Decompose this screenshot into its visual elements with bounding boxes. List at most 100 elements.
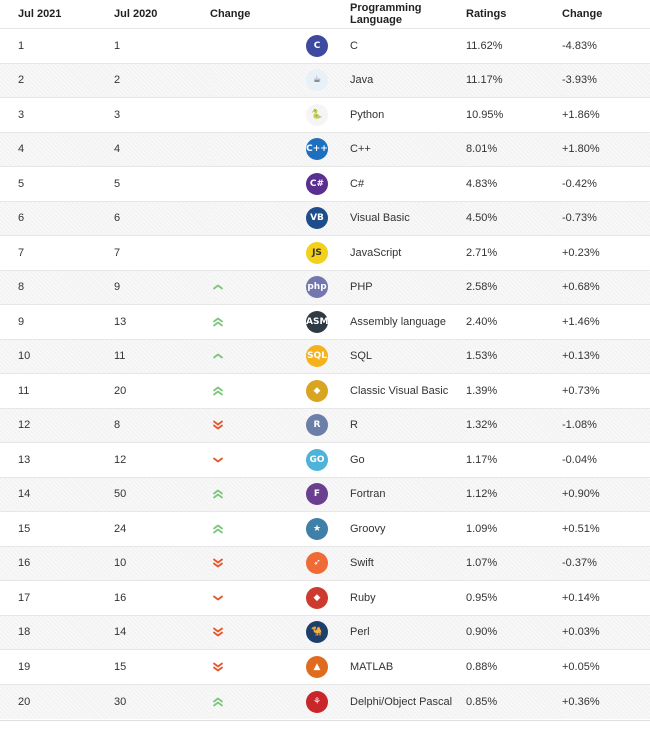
language-name[interactable]: JavaScript: [350, 235, 466, 270]
table-row[interactable]: 1 1 C C 11.62% -4.83%: [0, 28, 650, 63]
rating-value: 8.01%: [466, 131, 562, 167]
rating-change: +0.13%: [562, 338, 650, 374]
language-name[interactable]: Groovy: [350, 511, 466, 546]
rank-previous: 12: [114, 442, 210, 477]
language-name[interactable]: Classic Visual Basic: [350, 373, 466, 408]
rank-current: 18: [0, 614, 114, 650]
table-row[interactable]: 15 24 ★ Groovy 1.09% +0.51%: [0, 511, 650, 546]
language-name[interactable]: SQL: [350, 338, 466, 374]
rank-change: [210, 373, 306, 408]
table-header: Jul 2021 Jul 2020 Change Programming Lan…: [0, 0, 650, 29]
language-name[interactable]: C: [350, 28, 466, 63]
table-row[interactable]: 11 20 ◆ Classic Visual Basic 1.39% +0.73%: [0, 373, 650, 408]
language-name[interactable]: R: [350, 407, 466, 443]
table-row[interactable]: 20 30 ⚘ Delphi/Object Pascal 0.85% +0.36%: [0, 683, 650, 719]
header-change-position[interactable]: Change: [210, 0, 306, 29]
rating-value: 2.40%: [466, 304, 562, 339]
table-row[interactable]: 6 6 VB Visual Basic 4.50% -0.73%: [0, 200, 650, 236]
rank-previous: 13: [114, 304, 210, 339]
table-row[interactable]: 14 50 F Fortran 1.12% +0.90%: [0, 476, 650, 512]
assembly-icon: ASM: [306, 310, 328, 333]
rating-value: 2.71%: [466, 235, 562, 270]
header-ratings[interactable]: Ratings: [466, 0, 562, 29]
language-name[interactable]: Go: [350, 442, 466, 477]
language-icon-cell: ◆: [306, 580, 350, 615]
header-jul-2020[interactable]: Jul 2020: [114, 0, 210, 29]
table-row[interactable]: 12 8 R R 1.32% -1.08%: [0, 407, 650, 443]
rating-value: 0.88%: [466, 649, 562, 684]
language-icon-cell: ▲: [306, 649, 350, 684]
rank-change: [210, 442, 306, 477]
rank-current: 11: [0, 373, 114, 408]
chevron-down-double-icon: [213, 627, 223, 637]
language-name[interactable]: Assembly language: [350, 304, 466, 339]
chevron-up-double-icon: [213, 524, 223, 534]
table-row[interactable]: 2 2 ☕ Java 11.17% -3.93%: [0, 62, 650, 98]
chevron-down-double-icon: [213, 420, 223, 430]
rank-change: [210, 683, 306, 719]
language-name[interactable]: C++: [350, 131, 466, 167]
rating-change: +0.03%: [562, 614, 650, 650]
rank-change: [210, 131, 306, 167]
table-row[interactable]: 4 4 C++ C++ 8.01% +1.80%: [0, 131, 650, 167]
table-row[interactable]: 3 3 🐍 Python 10.95% +1.86%: [0, 97, 650, 132]
table-row[interactable]: 5 5 C# C# 4.83% -0.42%: [0, 166, 650, 201]
fortran-icon: F: [306, 483, 328, 506]
rank-current: 17: [0, 580, 114, 615]
rank-change: [210, 62, 306, 98]
rating-value: 1.17%: [466, 442, 562, 477]
language-name[interactable]: PHP: [350, 269, 466, 305]
rank-current: 6: [0, 200, 114, 236]
rank-current: 8: [0, 269, 114, 305]
swift-icon: ➶: [306, 552, 328, 575]
table-row[interactable]: 7 7 JS JavaScript 2.71% +0.23%: [0, 235, 650, 270]
language-name[interactable]: Visual Basic: [350, 200, 466, 236]
table-row[interactable]: 13 12 GO Go 1.17% -0.04%: [0, 442, 650, 477]
language-icon-cell: R: [306, 407, 350, 443]
language-name[interactable]: Perl: [350, 614, 466, 650]
visual-basic-icon: VB: [306, 207, 328, 230]
table-bottom-border: [0, 720, 650, 721]
rating-change: +1.46%: [562, 304, 650, 339]
rating-value: 4.83%: [466, 166, 562, 201]
table-row[interactable]: 8 9 php PHP 2.58% +0.68%: [0, 269, 650, 305]
header-change-rating[interactable]: Change: [562, 0, 650, 29]
language-icon-cell: JS: [306, 235, 350, 270]
rank-current: 14: [0, 476, 114, 512]
table-row[interactable]: 17 16 ◆ Ruby 0.95% +0.14%: [0, 580, 650, 615]
chevron-up-double-icon: [213, 386, 223, 396]
c-icon: C: [306, 34, 328, 57]
language-name[interactable]: Delphi/Object Pascal: [350, 683, 466, 719]
rank-previous: 15: [114, 649, 210, 684]
language-icon-cell: 🐪: [306, 614, 350, 650]
rating-change: +0.23%: [562, 235, 650, 270]
table-row[interactable]: 10 11 SQL SQL 1.53% +0.13%: [0, 338, 650, 374]
language-name[interactable]: Java: [350, 62, 466, 98]
language-name[interactable]: Swift: [350, 545, 466, 581]
header-jul-2021[interactable]: Jul 2021: [0, 0, 114, 29]
language-icon-cell: C++: [306, 131, 350, 167]
rating-change: +0.05%: [562, 649, 650, 684]
language-name[interactable]: Python: [350, 97, 466, 132]
rank-change: [210, 338, 306, 374]
rating-change: +0.51%: [562, 511, 650, 546]
rating-value: 10.95%: [466, 97, 562, 132]
rating-change: -1.08%: [562, 407, 650, 443]
rank-change: [210, 166, 306, 201]
rank-previous: 50: [114, 476, 210, 512]
language-name[interactable]: Fortran: [350, 476, 466, 512]
language-name[interactable]: Ruby: [350, 580, 466, 615]
rank-previous: 4: [114, 131, 210, 167]
language-name[interactable]: C#: [350, 166, 466, 201]
header-programming-language[interactable]: Programming Language: [350, 0, 466, 29]
table-row[interactable]: 16 10 ➶ Swift 1.07% -0.37%: [0, 545, 650, 581]
table-row[interactable]: 9 13 ASM Assembly language 2.40% +1.46%: [0, 304, 650, 339]
chevron-down-icon: [213, 457, 223, 463]
language-name[interactable]: MATLAB: [350, 649, 466, 684]
table-row[interactable]: 19 15 ▲ MATLAB 0.88% +0.05%: [0, 649, 650, 684]
language-icon-cell: 🐍: [306, 97, 350, 132]
chevron-down-double-icon: [213, 558, 223, 568]
table-row[interactable]: 18 14 🐪 Perl 0.90% +0.03%: [0, 614, 650, 650]
chevron-up-icon: [213, 284, 223, 290]
